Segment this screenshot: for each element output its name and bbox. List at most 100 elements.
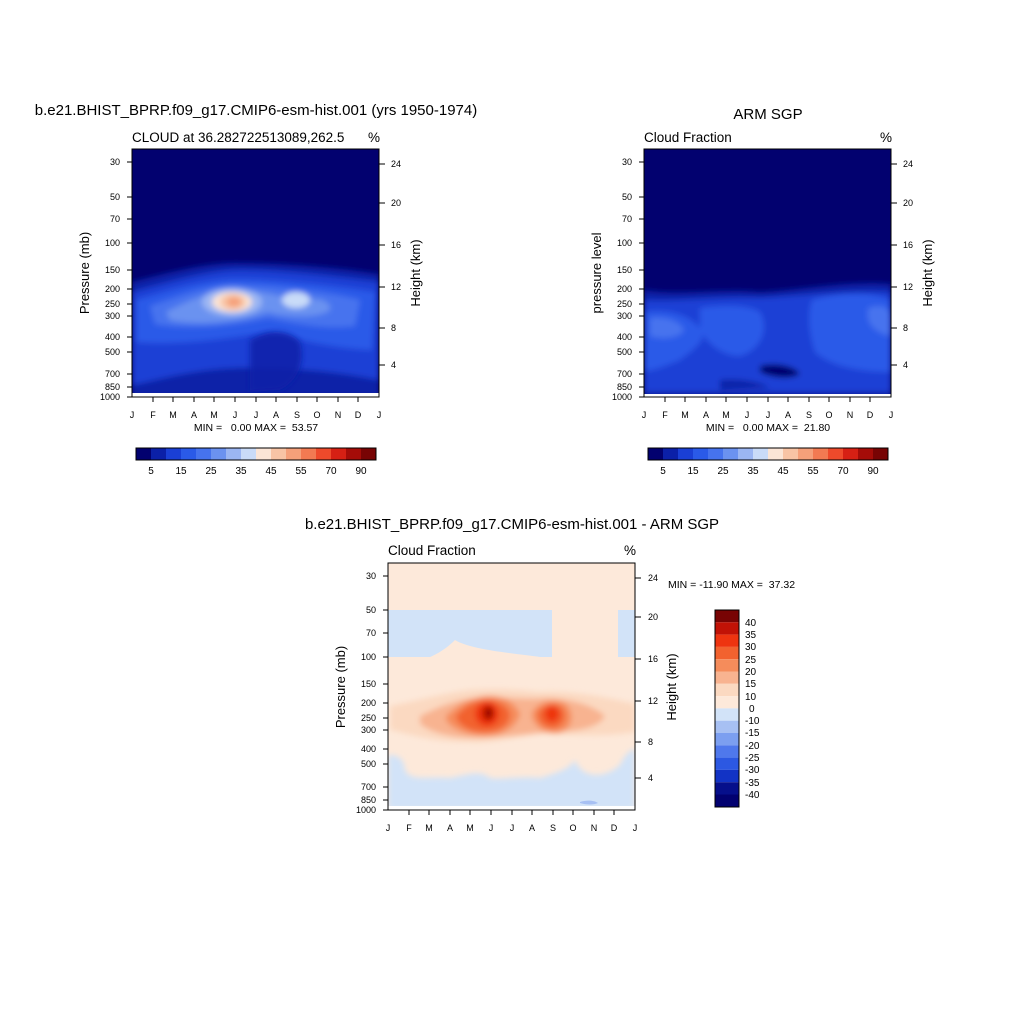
colorbar-label: 40	[745, 618, 757, 629]
x-tick-label: J	[377, 410, 382, 420]
x-tick-label: J	[889, 410, 894, 420]
y-tick-label: 50	[110, 192, 120, 202]
x-tick-label: A	[785, 410, 791, 420]
panel3-units: %	[624, 543, 636, 558]
panel3-ylabel: Pressure (mb)	[333, 646, 348, 728]
panel-model: b.e21.BHIST_BPRP.f09_g17.CMIP6-esm-hist.…	[35, 102, 477, 477]
panel3-contours	[388, 563, 635, 810]
panel2-colorbar: 5 15 25 35 45 55 70 90	[647, 447, 889, 477]
colorbar-label: 90	[867, 466, 879, 477]
y-tick-label: 100	[617, 238, 632, 248]
panel2-x-tickmarks	[664, 397, 871, 402]
x-tick-label: J	[489, 823, 494, 833]
panel1-y-ticks: 30 50 70 100 150 200 250 300 400 500 700…	[100, 157, 120, 402]
height-tick-label: 12	[648, 696, 658, 706]
colorbar-label: 45	[777, 466, 789, 477]
panel2-stats: MIN = 0.00 MAX = 21.80	[706, 422, 830, 434]
colorbar-label: -25	[745, 753, 760, 764]
panel3-height-tickmarks	[635, 577, 641, 779]
panel1-y-tickmarks	[127, 161, 132, 398]
x-tick-label: M	[425, 823, 433, 833]
y-tick-label: 300	[105, 311, 120, 321]
panel3-height-ticks: 24 20 16 12 8 4	[648, 573, 658, 783]
y-tick-label: 850	[361, 795, 376, 805]
height-tick-label: 8	[391, 323, 396, 333]
y-tick-label: 300	[617, 311, 632, 321]
y-tick-label: 30	[366, 571, 376, 581]
x-tick-label: J	[386, 823, 391, 833]
y-tick-label: 250	[105, 299, 120, 309]
panel3-x-ticks: J F M A M J J A S O N D J	[386, 823, 638, 833]
x-tick-label: O	[825, 410, 832, 420]
y-tick-label: 150	[617, 265, 632, 275]
x-tick-label: O	[313, 410, 320, 420]
colorbar-label: 25	[205, 466, 217, 477]
panel2-y-ticks: 30 50 70 100 150 200 250 300 400 500 700…	[612, 157, 632, 402]
y-tick-label: 700	[617, 369, 632, 379]
colorbar-label: 10	[745, 692, 757, 703]
height-tick-label: 4	[648, 773, 653, 783]
y-tick-label: 1000	[356, 805, 376, 815]
height-tick-label: 8	[903, 323, 908, 333]
panel2-title: ARM SGP	[733, 106, 802, 123]
panel2-contours	[644, 149, 891, 397]
colorbar-label: 35	[745, 630, 757, 641]
x-tick-label: D	[867, 410, 874, 420]
height-tick-label: 20	[648, 612, 658, 622]
colorbar-label: 25	[717, 466, 729, 477]
panel1-ylabel-right: Height (km)	[408, 239, 423, 306]
panel3-stats: MIN = -11.90 MAX = 37.32	[668, 579, 795, 591]
x-tick-label: A	[447, 823, 453, 833]
colorbar-label: -10	[745, 716, 760, 727]
panel1-units: %	[368, 130, 380, 145]
colorbar-label: 70	[837, 466, 849, 477]
x-tick-label: S	[806, 410, 812, 420]
panel3-x-tickmarks	[408, 810, 615, 815]
panel2-y-tickmarks	[639, 161, 644, 398]
x-tick-label: D	[355, 410, 362, 420]
x-tick-label: N	[335, 410, 342, 420]
panel2-units: %	[880, 130, 892, 145]
panel1-title: b.e21.BHIST_BPRP.f09_g17.CMIP6-esm-hist.…	[35, 102, 477, 119]
y-tick-label: 70	[366, 628, 376, 638]
y-tick-label: 200	[361, 698, 376, 708]
panel1-x-tickmarks	[152, 397, 359, 402]
panel3-title: b.e21.BHIST_BPRP.f09_g17.CMIP6-esm-hist.…	[305, 516, 719, 533]
y-tick-label: 200	[617, 284, 632, 294]
height-tick-label: 24	[391, 159, 401, 169]
panel1-ylabel: Pressure (mb)	[77, 232, 92, 314]
colorbar-label: 0	[749, 704, 755, 715]
x-tick-label: S	[294, 410, 300, 420]
x-tick-label: J	[254, 410, 259, 420]
x-tick-label: J	[633, 823, 638, 833]
y-tick-label: 250	[361, 713, 376, 723]
height-tick-label: 16	[903, 240, 913, 250]
y-tick-label: 150	[105, 265, 120, 275]
y-tick-label: 1000	[612, 392, 632, 402]
colorbar-label: 35	[235, 466, 247, 477]
x-tick-label: N	[591, 823, 598, 833]
y-tick-label: 70	[110, 214, 120, 224]
colorbar-label: 30	[745, 642, 757, 653]
x-tick-label: A	[273, 410, 279, 420]
x-tick-label: J	[233, 410, 238, 420]
y-tick-label: 500	[105, 347, 120, 357]
panel-difference: b.e21.BHIST_BPRP.f09_g17.CMIP6-esm-hist.…	[305, 516, 795, 833]
y-tick-label: 250	[617, 299, 632, 309]
height-tick-label: 20	[391, 198, 401, 208]
panel2-ylabel-right: Height (km)	[920, 239, 935, 306]
panel2-subtitle: Cloud Fraction	[644, 130, 732, 145]
y-tick-label: 400	[617, 332, 632, 342]
y-tick-label: 50	[366, 605, 376, 615]
y-tick-label: 500	[361, 759, 376, 769]
colorbar-label: 70	[325, 466, 337, 477]
panel3-ylabel-right: Height (km)	[664, 653, 679, 720]
y-tick-label: 30	[110, 157, 120, 167]
panel1-colorbar: 5 15 25 35 45 55 70 90	[135, 447, 377, 477]
panel2-height-ticks: 24 20 16 12 8 4	[903, 159, 913, 370]
x-tick-label: M	[210, 410, 218, 420]
x-tick-label: A	[191, 410, 197, 420]
colorbar-label: 55	[295, 466, 307, 477]
panel-obs: ARM SGP Cloud Fraction % 30 50 70 100	[589, 106, 935, 477]
